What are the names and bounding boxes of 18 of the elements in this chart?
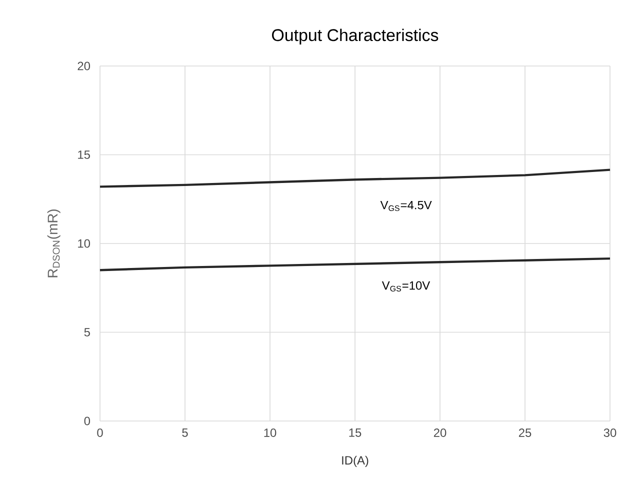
x-tick-label: 30 [604, 428, 616, 437]
x-tick-label: 0 [97, 428, 103, 437]
y-tick-label: 15 [78, 150, 90, 159]
y-tick-label: 5 [84, 328, 90, 336]
x-tick-label: 5 [182, 428, 188, 437]
y-tick-label: 0 [84, 416, 90, 426]
y-axis-title: R$_{DSON}$(mR) [47, 209, 60, 278]
series-label: V$_{GS}$=10V [382, 281, 430, 292]
x-tick-label: 15 [349, 428, 362, 437]
chart-title: Output Characteristics [272, 28, 438, 44]
x-tick-label: 10 [264, 428, 276, 437]
x-tick-label: 20 [434, 428, 446, 437]
x-axis-title: ID(A) [342, 456, 368, 467]
x-tick-label: 25 [518, 428, 532, 437]
y-tick-label: 20 [78, 62, 90, 70]
line-series [98, 168, 612, 188]
series-label: V$_{GS}$=4.5V [380, 200, 432, 212]
y-tick-label: 10 [78, 239, 90, 248]
